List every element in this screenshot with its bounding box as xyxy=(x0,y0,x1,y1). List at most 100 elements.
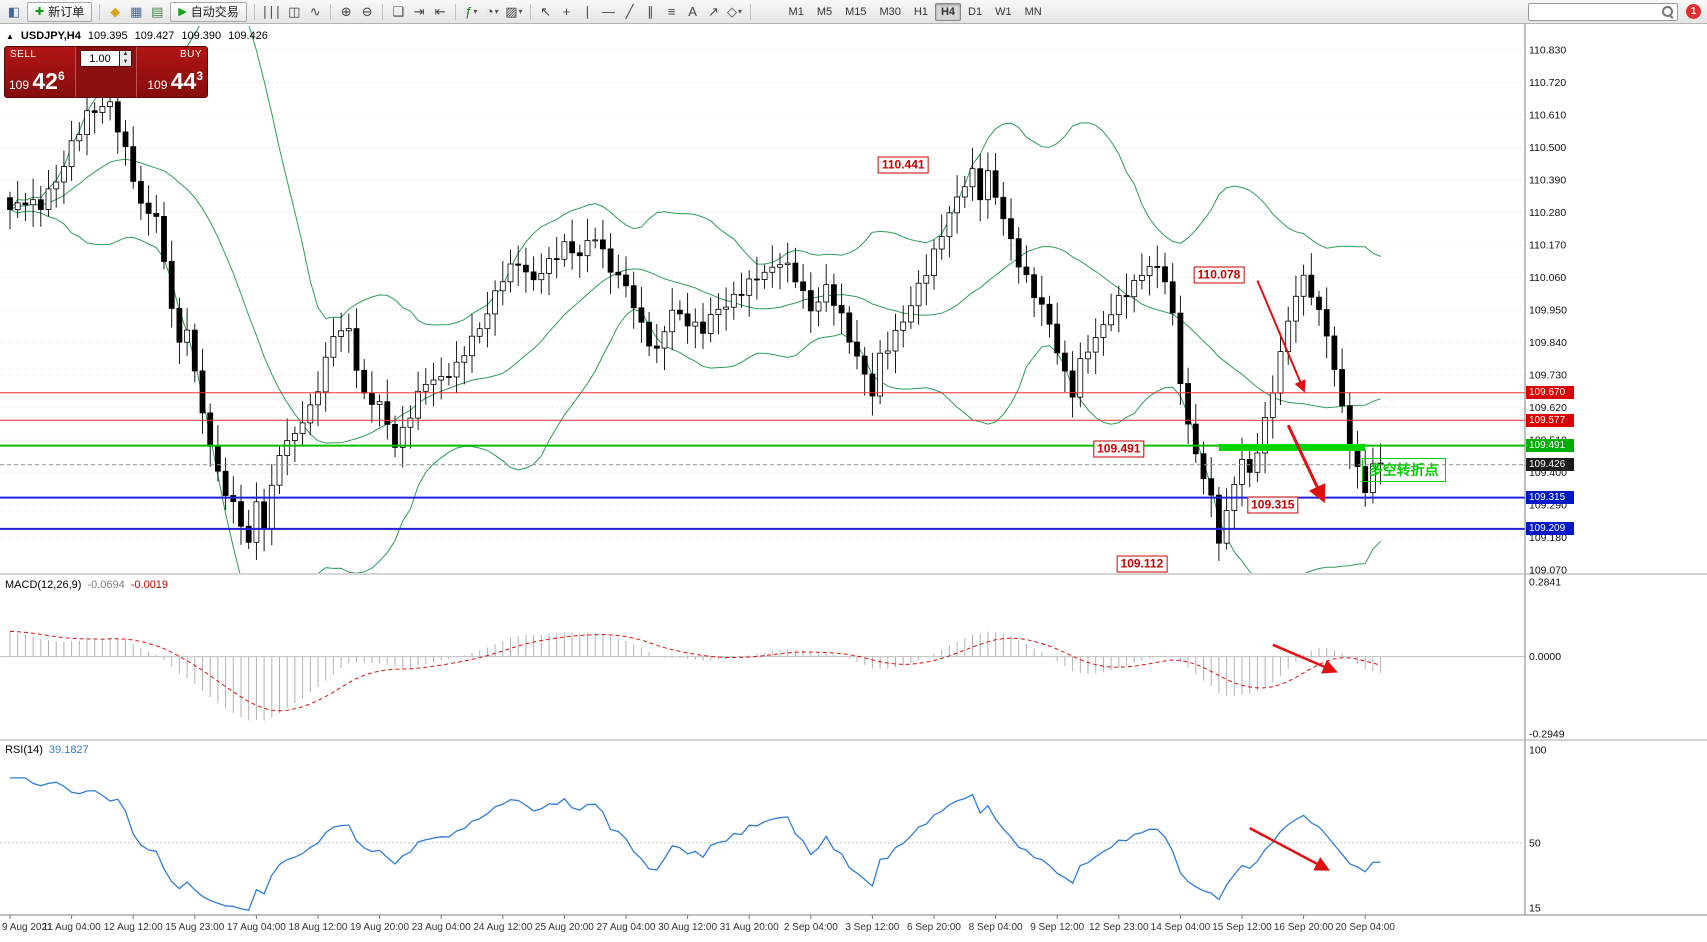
sell-price: 109 426 xyxy=(9,68,65,94)
vertical-line-icon[interactable]: ∣ xyxy=(584,3,591,19)
dropdown-caret-icon: ▾ xyxy=(738,7,743,16)
volume-up-icon[interactable]: ▲ xyxy=(122,51,129,58)
trend-arrow-macd[interactable] xyxy=(1272,643,1338,674)
date-label: 27 Aug 04:00 xyxy=(597,922,656,933)
date-label: 16 Sep 20:00 xyxy=(1274,922,1334,933)
line-chart-icon[interactable]: ∿ xyxy=(309,3,321,19)
ohlc-low: 109.390 xyxy=(181,30,222,42)
buy-button[interactable]: BUY 109 443 xyxy=(136,47,207,97)
price-scale-label: 109.510 xyxy=(1529,435,1567,447)
date-label: 23 Aug 04:00 xyxy=(412,922,471,933)
trend-arrow-main[interactable] xyxy=(1256,280,1306,393)
volume-input[interactable] xyxy=(80,50,120,67)
text-tool-icon[interactable]: A xyxy=(688,4,697,19)
toolbar-items: ◧ ✚ 新订单 ◆ ▦ ▤ ▶ 自动交易 ∣∣∣ ◫ ∿ ⊕ ⊖ ❏ ⇥ ⇤ ƒ ▾ ◔ ▾ ▨ ▾ ↖ + ∣ — ╱ ∥ ≡ A ↗ ◇ ▾ xyxy=(4,1,755,22)
timeframe-m30[interactable]: M30 xyxy=(879,5,901,18)
new-order-button[interactable]: ✚ 新订单 xyxy=(27,1,93,22)
date-label: 20 Sep 04:00 xyxy=(1335,922,1395,933)
date-label: 6 Sep 20:00 xyxy=(907,922,961,933)
price-scale-label: 110.720 xyxy=(1529,77,1566,89)
date-label: 11 Aug 04:00 xyxy=(42,922,101,933)
new-order-button-icon: ✚ xyxy=(35,6,45,18)
rsi-scale-label: 100 xyxy=(1529,745,1547,757)
axes xyxy=(0,24,1707,916)
cursor-icon[interactable]: ↖ xyxy=(540,3,551,19)
new-chart-icon[interactable]: ◧ xyxy=(7,3,21,19)
date-label: 19 Aug 20:00 xyxy=(350,922,409,933)
bar-chart-icon[interactable]: ∣∣∣ xyxy=(261,3,282,19)
indicators-button[interactable]: ƒ ▾ xyxy=(465,4,478,19)
date-label: 9 Sep 12:00 xyxy=(1030,922,1084,933)
price-gridlines: 110.830 110.720 110.610 110.500 110.390 110.2… xyxy=(0,45,1567,577)
shapes-button[interactable]: ◇ ▾ xyxy=(727,3,743,19)
volume-spinner[interactable]: ▲ ▼ xyxy=(120,50,132,67)
horizontal-line-icon[interactable]: — xyxy=(602,4,616,19)
timeframe-h4[interactable]: H4 xyxy=(934,2,962,21)
date-label: 15 Sep 12:00 xyxy=(1212,922,1272,933)
sell-button[interactable]: SELL 109 426 xyxy=(5,47,76,97)
macd-pane xyxy=(0,630,1525,721)
zoom-in-icon[interactable]: ⊕ xyxy=(340,3,352,19)
candlestick-chart-icon[interactable]: ◫ xyxy=(288,3,301,19)
dropdown-caret-icon: ▾ xyxy=(473,7,478,16)
toolbar-separator xyxy=(529,3,531,20)
search-box[interactable] xyxy=(1528,2,1678,21)
autotrading-button-icon: ▶ xyxy=(178,6,187,18)
crosshair-icon[interactable]: + xyxy=(562,4,571,19)
date-label: 30 Aug 12:00 xyxy=(658,922,717,933)
date-label: 2 Sep 04:00 xyxy=(784,922,838,933)
autotrading-button[interactable]: ▶ 自动交易 xyxy=(170,1,247,22)
notification-badge[interactable]: 1 xyxy=(1686,4,1701,19)
strategy-tester-icon[interactable]: ▤ xyxy=(151,3,164,19)
timeframe-m15[interactable]: M15 xyxy=(845,5,867,18)
channel-icon[interactable]: ∥ xyxy=(647,3,654,19)
dropdown-caret-icon: ▾ xyxy=(518,7,523,16)
zoom-out-icon[interactable]: ⊖ xyxy=(361,3,373,19)
date-label: 31 Aug 20:00 xyxy=(720,922,779,933)
macd-main-value: -0.0694 xyxy=(87,579,125,591)
trendline-icon[interactable]: ╱ xyxy=(625,3,634,19)
search-input[interactable] xyxy=(1529,5,1660,18)
ohlc-close: 109.426 xyxy=(228,30,268,42)
market-watch-icon[interactable]: ▦ xyxy=(130,3,143,19)
rsi-scale: 100 50 15 xyxy=(1529,745,1547,915)
date-label: 18 Aug 12:00 xyxy=(289,922,348,933)
timeframe-w1[interactable]: W1 xyxy=(995,5,1012,18)
periods-button[interactable]: ◔ ▾ xyxy=(485,4,499,19)
timeframe-m5[interactable]: M5 xyxy=(816,5,833,18)
toolbar-separator xyxy=(99,3,101,20)
collapse-arrow-icon[interactable]: ▲ xyxy=(6,31,14,41)
metaeditor-icon[interactable]: ◆ xyxy=(110,3,121,19)
timeframe-mn[interactable]: MN xyxy=(1024,5,1042,18)
macd-name: MACD(12,26,9) xyxy=(5,579,82,591)
chart-shift-icon[interactable]: ⇤ xyxy=(434,3,446,19)
timeframe-m1[interactable]: M1 xyxy=(788,5,804,18)
timeframe-h1[interactable]: H1 xyxy=(913,5,928,18)
rsi-label: RSI(14) 39.1827 xyxy=(5,744,89,756)
fibonacci-icon[interactable]: ≡ xyxy=(667,4,676,19)
trend-arrow-main[interactable] xyxy=(1286,424,1326,504)
timeframe-d1[interactable]: D1 xyxy=(968,5,983,18)
one-click-trading-panel: SELL 109 426 ▲ ▼ BUY 109 443 xyxy=(4,46,208,98)
sell-label: SELL xyxy=(10,49,37,60)
rsi-pane xyxy=(0,777,1525,912)
price-scale-label: 109.620 xyxy=(1529,402,1567,414)
price-scale-label: 109.180 xyxy=(1529,532,1567,544)
volume-control: ▲ ▼ xyxy=(76,47,136,97)
price-scale-label: 109.950 xyxy=(1529,305,1567,317)
dropdown-caret-icon: ▾ xyxy=(494,7,499,16)
support-zone-bar[interactable] xyxy=(1218,443,1366,451)
auto-scroll-icon[interactable]: ⇥ xyxy=(413,3,425,19)
rsi-scale-label: 50 xyxy=(1529,837,1541,849)
price-scale-label: 109.840 xyxy=(1529,337,1567,349)
search-icon[interactable] xyxy=(1660,4,1675,19)
trend-arrow-rsi[interactable] xyxy=(1249,826,1331,871)
chart-title: ▲ USDJPY,H4 109.395 109.427 109.390 109.… xyxy=(6,30,268,42)
autotrading-button-label: 自动交易 xyxy=(190,5,239,19)
volume-down-icon[interactable]: ▼ xyxy=(122,58,129,65)
arrow-tool-icon[interactable]: ↗ xyxy=(708,3,719,19)
templates-button[interactable]: ▨ ▾ xyxy=(505,3,523,19)
buy-label: BUY xyxy=(179,49,202,60)
tile-windows-icon[interactable]: ❏ xyxy=(392,3,405,19)
